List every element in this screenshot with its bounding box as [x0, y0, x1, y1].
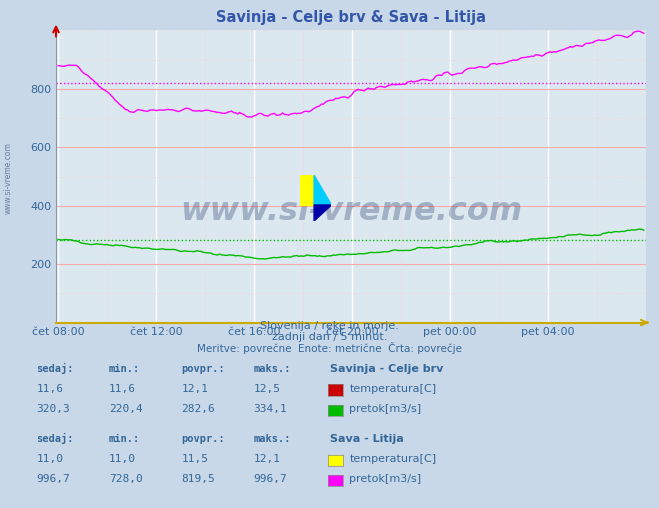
Text: min.:: min.: — [109, 434, 140, 444]
Text: sedaj:: sedaj: — [36, 433, 74, 444]
Text: www.si-vreme.com: www.si-vreme.com — [180, 196, 522, 227]
Text: Sava - Litija: Sava - Litija — [330, 434, 403, 444]
Text: povpr.:: povpr.: — [181, 364, 225, 374]
Text: 12,1: 12,1 — [254, 454, 281, 464]
Bar — [300, 175, 314, 205]
Text: 11,0: 11,0 — [109, 454, 136, 464]
Text: maks.:: maks.: — [254, 364, 291, 374]
Text: 996,7: 996,7 — [254, 474, 287, 484]
Text: 11,0: 11,0 — [36, 454, 63, 464]
Text: 819,5: 819,5 — [181, 474, 215, 484]
Text: 282,6: 282,6 — [181, 404, 215, 414]
Text: 334,1: 334,1 — [254, 404, 287, 414]
Text: 320,3: 320,3 — [36, 404, 70, 414]
Text: povpr.:: povpr.: — [181, 434, 225, 444]
Polygon shape — [314, 205, 331, 221]
Text: 728,0: 728,0 — [109, 474, 142, 484]
Text: temperatura[C]: temperatura[C] — [349, 384, 436, 394]
Text: 11,6: 11,6 — [109, 384, 136, 394]
Text: zadnji dan / 5 minut.: zadnji dan / 5 minut. — [272, 332, 387, 342]
Title: Savinja - Celje brv & Sava - Litija: Savinja - Celje brv & Sava - Litija — [216, 10, 486, 25]
Text: Meritve: povrečne  Enote: metrične  Črta: povrečje: Meritve: povrečne Enote: metrične Črta: … — [197, 341, 462, 354]
Text: Savinja - Celje brv: Savinja - Celje brv — [330, 364, 443, 374]
Text: temperatura[C]: temperatura[C] — [349, 454, 436, 464]
Polygon shape — [314, 175, 331, 205]
Text: pretok[m3/s]: pretok[m3/s] — [349, 404, 421, 414]
Text: 12,1: 12,1 — [181, 384, 208, 394]
Text: 11,6: 11,6 — [36, 384, 63, 394]
Text: min.:: min.: — [109, 364, 140, 374]
Text: 996,7: 996,7 — [36, 474, 70, 484]
Text: 11,5: 11,5 — [181, 454, 208, 464]
Text: 12,5: 12,5 — [254, 384, 281, 394]
Text: pretok[m3/s]: pretok[m3/s] — [349, 474, 421, 484]
Text: sedaj:: sedaj: — [36, 363, 74, 374]
Text: 220,4: 220,4 — [109, 404, 142, 414]
Text: www.si-vreme.com: www.si-vreme.com — [4, 142, 13, 214]
Text: maks.:: maks.: — [254, 434, 291, 444]
Text: Slovenija / reke in morje.: Slovenija / reke in morje. — [260, 321, 399, 331]
